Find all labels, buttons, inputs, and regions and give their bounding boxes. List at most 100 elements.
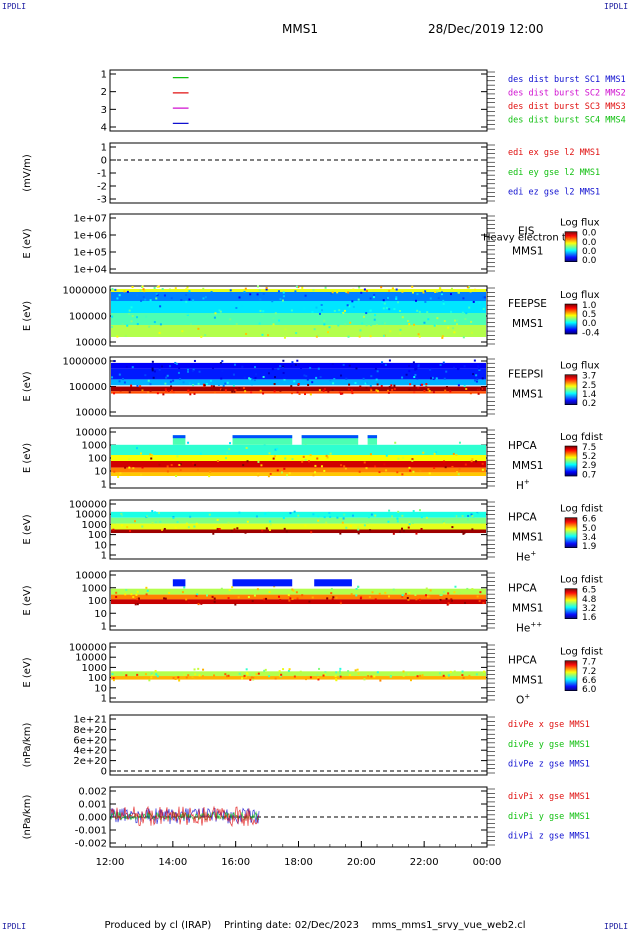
spectrogram-speckle-hpca_h [141, 466, 144, 469]
colorbar-segment-hpca_h [565, 446, 577, 448]
spectrogram-speckle-feepse [338, 309, 341, 312]
spectrogram-speckle-hpca_he1 [312, 513, 315, 516]
spectrogram-band-hpca_h [111, 472, 486, 476]
spectrogram-speckle-feepsi [212, 367, 215, 370]
colorbar-segment-eis [565, 256, 577, 258]
spectrogram-speckle-feepse [283, 336, 286, 339]
colorbar-segment-hpca_he2 [565, 606, 577, 608]
spectrogram-speckle-feepse [346, 304, 349, 307]
spectrogram-speckle-hpca_he1 [126, 526, 129, 529]
colorbar-tick-feepsi: 1.4 [582, 390, 597, 400]
spectrogram-speckle-hpca_he2 [479, 591, 482, 594]
instrument-name-eis: MMS1 [512, 246, 543, 258]
colorbar-segment-hpca_o [565, 679, 577, 681]
spectrogram-speckle-feepse [449, 293, 452, 296]
colorbar-segment-feepse [565, 313, 577, 315]
spectrogram-speckle-hpca_h [166, 470, 169, 473]
spectrogram-speckle-feepse [331, 291, 334, 294]
spectrogram-speckle-hpca_he1 [329, 515, 332, 518]
spectrogram-speckle-hpca_h [340, 464, 343, 467]
spectrogram-speckle-hpca_o [151, 673, 154, 676]
spectrogram-speckle-hpca_h [444, 466, 447, 469]
spectrogram-speckle-feepse [311, 311, 314, 314]
spectrogram-speckle-hpca_o [112, 677, 115, 680]
spectrogram-speckle-feepse [337, 324, 340, 327]
spectrogram-speckle-hpca_o [402, 670, 405, 673]
spectrogram-speckle-feepsi [331, 363, 334, 366]
spectrogram-speckle-hpca_he2 [360, 596, 363, 599]
spectrogram-speckle-hpca_h [280, 471, 283, 474]
spectrogram-speckle-feepse [243, 290, 246, 293]
spectrogram-speckle-hpca_h [179, 463, 182, 466]
colorbar-segment-hpca_h [565, 454, 577, 456]
overlay-text-eis: Heavy electron to [483, 232, 572, 243]
spectrogram-speckle-feepsi [149, 389, 152, 392]
spectrogram-speckle-feepsi [118, 380, 121, 383]
spectrogram-speckle-feepsi [318, 389, 321, 392]
spectrogram-speckle-feepse [348, 305, 351, 308]
spectrogram-speckle-feepse [181, 330, 184, 333]
colorbar-segment-eis [565, 253, 577, 255]
spectrogram-speckle-feepse [244, 287, 247, 290]
spectrogram-speckle-feepsi [165, 390, 168, 393]
corner-label: IPDLI [2, 922, 27, 931]
spectrogram-speckle-hpca_h [224, 457, 227, 460]
spectrogram-speckle-feepsi [430, 377, 433, 380]
spectrogram-speckle-feepsi [479, 388, 482, 391]
colorbar-segment-eis [565, 259, 577, 261]
colorbar-segment-eis [565, 254, 577, 256]
ytick-label-divpi: 0.002 [78, 787, 107, 798]
spectrogram-speckle-hpca_he2 [125, 589, 128, 592]
spectrogram-speckle-feepsi [291, 361, 294, 364]
colorbar-title-feepse: Log flux [560, 290, 600, 301]
colorbar-segment-eis [565, 258, 577, 260]
spectrogram-speckle-feepse [472, 300, 475, 303]
spectrogram-speckle-feepsi [174, 361, 177, 364]
spectrogram-speckle-hpca_h [135, 447, 138, 450]
spectrogram-speckle-hpca_h [343, 465, 346, 468]
spectrogram-speckle-hpca_he2 [439, 598, 442, 601]
spectrogram-speckle-feepsi [187, 389, 190, 392]
spectrogram-speckle-feepse [155, 297, 158, 300]
ytick-label-hpca_he1: 10 [94, 540, 107, 551]
spectrogram-speckle-feepse [111, 315, 114, 318]
spectrogram-speckle-hpca_he1 [141, 525, 144, 528]
spectrogram-speckle-hpca_he2 [392, 588, 395, 591]
spectrogram-speckle-hpca_he2 [231, 586, 234, 589]
spectrogram-speckle-hpca_he2 [268, 591, 271, 594]
spectrogram-speckle-hpca_he1 [121, 514, 124, 517]
spectrogram-speckle-feepse [450, 287, 453, 290]
ylabel-eis: E (eV) [22, 228, 33, 258]
colorbar-segment-feepse [565, 310, 577, 312]
spectrogram-speckle-hpca_he1 [401, 527, 404, 530]
spectrogram-speckle-feepsi [282, 365, 285, 368]
spectrogram-speckle-feepsi [370, 389, 373, 392]
spectrogram-speckle-hpca_he2 [227, 597, 230, 600]
spectrogram-speckle-feepse [279, 298, 282, 301]
spectrogram-speckle-hpca_he2 [199, 599, 202, 602]
ytick-label-hpca_o: 1 [101, 694, 107, 705]
colorbar-segment-hpca_o [565, 669, 577, 671]
spectrogram-speckle-hpca_h [192, 462, 195, 465]
spectrogram-speckle-hpca_h [433, 466, 436, 469]
spectrogram-speckle-hpca_he2 [263, 598, 266, 601]
spectrogram-speckle-feepsi [283, 378, 286, 381]
spectrogram-speckle-hpca_he1 [317, 519, 320, 522]
spectrogram-speckle-feepse [363, 288, 366, 291]
colorbar-segment-feepsi [565, 400, 577, 402]
spectrogram-speckle-feepse [124, 334, 127, 337]
spectrogram-speckle-hpca_h [229, 442, 232, 445]
spectrogram-speckle-feepsi [415, 367, 418, 370]
spectrogram-speckle-feepsi [469, 392, 472, 395]
spectrogram-speckle-hpca_he2 [237, 596, 240, 599]
colorbar-title-hpca_he1: Log fdist [560, 504, 603, 515]
spectrogram-speckle-feepsi [279, 365, 282, 368]
spectrogram-speckle-hpca_h [365, 467, 368, 470]
spectrogram-speckle-feepsi [445, 370, 448, 373]
spectrogram-speckle-feepsi [435, 377, 438, 380]
spectrogram-speckle-feepsi [348, 364, 351, 367]
colorbar-segment-feepsi [565, 378, 577, 380]
spectrogram-speckle-feepsi [366, 381, 369, 384]
colorbar-segment-hpca_he2 [565, 616, 577, 618]
spectrogram-speckle-hpca_he1 [388, 509, 391, 512]
